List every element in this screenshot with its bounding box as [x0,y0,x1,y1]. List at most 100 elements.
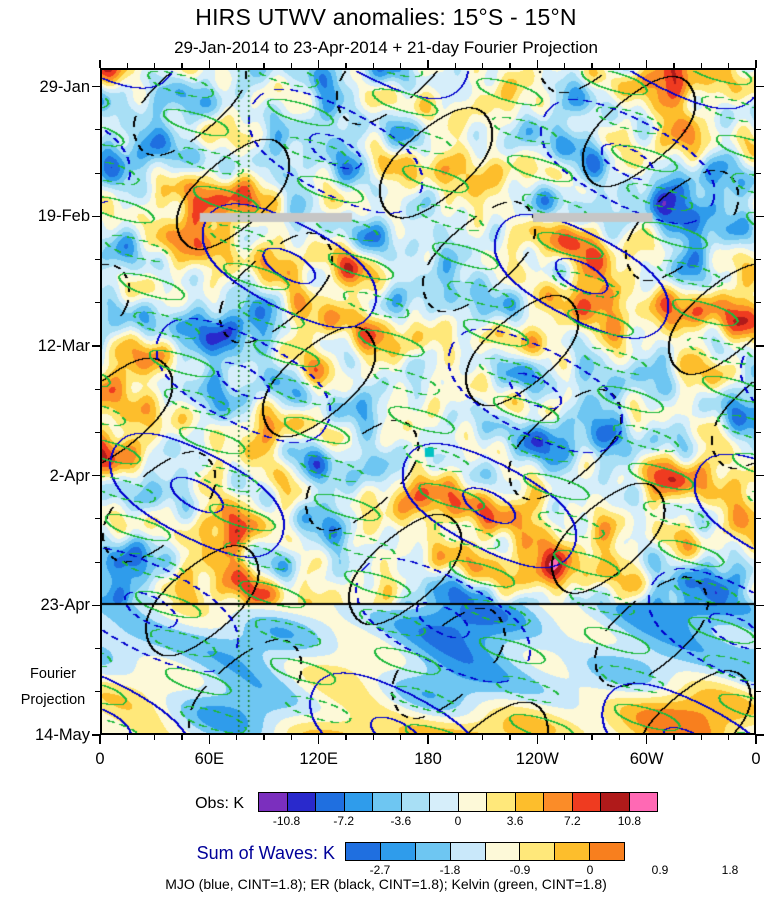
x-axis-tick [536,735,539,744]
x-axis-tick [645,60,648,68]
x-axis-minor-tick [482,63,484,68]
y-axis-tick [92,345,100,347]
waves-colorbar [345,842,625,861]
x-axis-minor-tick [400,735,402,740]
y-axis-minor-tick [95,172,100,174]
waves-colorbar-cell [346,843,380,860]
x-axis-minor-tick [263,735,265,740]
x-axis-tick [317,60,320,68]
x-axis-minor-tick [700,735,702,740]
obs-colorbar-cell [457,793,486,811]
x-axis-minor-tick [236,735,238,740]
y-axis-tick [92,474,100,477]
x-axis-label: 120W [515,750,559,768]
y-axis-minor-tick [756,258,761,261]
x-axis-minor-tick [564,63,566,68]
obs-colorbar-cell [514,793,543,811]
x-axis-minor-tick [400,63,402,68]
obs-colorbar-tick-label: 0 [454,814,462,828]
x-axis-tick [208,735,211,744]
x-axis-tick [208,60,211,68]
y-axis-label: 23-Apr [40,596,90,615]
x-axis-minor-tick [673,735,675,740]
obs-colorbar-cell [259,793,287,811]
y-axis-minor-tick [95,129,100,131]
x-axis-minor-tick [181,63,183,68]
y-axis-tick [92,215,100,218]
waves-colorbar-tick-label: -1.8 [439,863,461,877]
x-axis-minor-tick [126,735,128,740]
y-axis-minor-tick [756,518,761,520]
waves-colorbar-cell [449,843,485,860]
y-axis-minor-tick [756,388,761,390]
y-axis-minor-tick [756,561,761,563]
fourier-label-line1: Fourier [30,666,76,682]
waves-colorbar-cell [589,843,624,860]
obs-colorbar-cell [343,793,372,811]
waves-colorbar-tick-label: 0.9 [651,863,669,877]
x-axis-minor-tick [618,63,620,68]
subtitle: 29-Jan-2014 to 23-Apr-2014 + 21-day Four… [174,38,598,57]
x-axis-tick [317,735,320,744]
y-axis-tick [756,734,764,736]
x-axis-minor-tick [345,735,347,740]
y-axis-tick [92,604,100,607]
y-axis-tick [756,85,764,88]
obs-colorbar-cell [571,793,600,811]
obs-colorbar-tick-label: 10.8 [617,814,642,828]
x-axis-minor-tick [591,735,593,740]
x-axis-minor-tick [345,63,347,68]
y-axis-minor-tick [95,518,100,520]
obs-colorbar-tick-label: 7.2 [563,814,581,828]
y-axis-minor-tick [95,647,100,650]
waves-colorbar-tick-label: -2.7 [369,863,391,877]
x-axis-minor-tick [673,63,675,68]
x-axis-minor-tick [263,63,265,68]
y-axis-minor-tick [95,561,100,563]
x-axis-minor-tick [181,735,183,740]
obs-colorbar-tick-label: 3.6 [506,814,524,828]
waves-colorbar-cell [484,843,520,860]
x-axis-tick [755,735,757,744]
x-axis-minor-tick [618,735,620,740]
x-axis-minor-tick [728,63,730,68]
y-axis-minor-tick [756,129,761,131]
y-axis-tick [756,604,764,607]
y-axis-minor-tick [756,302,761,304]
x-axis-minor-tick [126,63,128,68]
obs-colorbar-cell [315,793,344,811]
obs-colorbar-cell [372,793,401,811]
waves-colorbar-tick-label: 0 [586,863,594,877]
y-axis-minor-tick [756,647,761,650]
y-axis-label: 2-Apr [49,466,90,485]
waves-colorbar-tick-label: -0.9 [509,863,531,877]
fourier-label-line2: Projection [20,692,86,708]
x-axis-minor-tick [154,735,156,740]
waves-colorbar-cell [554,843,590,860]
x-axis-minor-tick [290,63,292,68]
y-axis-minor-tick [95,258,100,261]
y-axis-label: 29-Jan [39,77,90,96]
obs-colorbar [258,792,658,812]
x-axis-label: 180 [414,750,442,768]
y-axis-tick [756,474,764,477]
x-axis-label: 120E [299,750,338,768]
waves-colorbar-cell [519,843,555,860]
obs-colorbar-cell [486,793,515,811]
obs-colorbar-label: Obs: K [195,795,244,812]
y-axis-minor-tick [95,302,100,304]
x-axis-tick [99,60,101,68]
y-axis-minor-tick [95,388,100,390]
x-axis-minor-tick [564,735,566,740]
contour-legend-caption: MJO (blue, CINT=1.8); ER (black, CINT=1.… [165,876,607,892]
y-axis-minor-tick [95,691,100,693]
y-axis-tick [756,215,764,218]
x-axis-tick [645,735,648,744]
x-axis-label: 60E [194,750,224,768]
x-axis-tick [427,735,429,744]
obs-colorbar-cell [286,793,315,811]
page-title: HIRS UTWV anomalies: 15°S - 15°N [195,4,577,30]
obs-colorbar-cell [400,793,429,811]
y-axis-tick [92,734,100,736]
